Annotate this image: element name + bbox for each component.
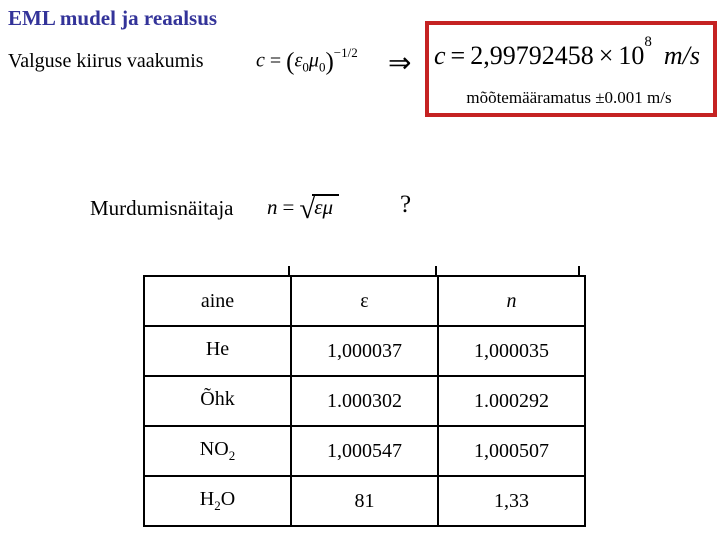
formula-n-symbol: n: [267, 195, 278, 219]
formula-c-vacuum: c = (ε0μ0)−1/2: [256, 45, 358, 77]
cell-n: 1.000292: [437, 375, 586, 427]
substance-name: Õhk: [200, 388, 235, 410]
speed-value: 2,99792458: [470, 41, 594, 70]
table-row: Õhk 1.000302 1.000292: [143, 375, 586, 427]
exponent-minus-half: −1/2: [333, 45, 358, 60]
epsilon-zero-symbol: ε: [294, 49, 303, 72]
times-sign: ×: [598, 41, 614, 70]
radicand-epsilon-mu: εμ: [312, 194, 340, 218]
formula-c-symbol: c: [256, 49, 265, 72]
uncertainty-note: mõõtemääramatus ±0.001 m/s: [466, 88, 672, 107]
table-border-tick: [288, 266, 290, 275]
cell-n: 1,000507: [437, 425, 586, 477]
cell-epsilon: 81: [290, 475, 439, 527]
equals-sign: =: [450, 41, 466, 70]
cell-epsilon: 1,000547: [290, 425, 439, 477]
refraction-index-label: Murdumisnäitaja: [90, 196, 234, 220]
cell-epsilon: 1,000037: [290, 325, 439, 377]
cell-substance: NO2: [143, 425, 292, 477]
cell-n: 1,000035: [437, 325, 586, 377]
cell-substance: Õhk: [143, 375, 292, 427]
formula-refractive-index: n = √εμ: [267, 194, 340, 224]
table-border-tick: [578, 266, 580, 275]
cell-substance: He: [143, 325, 292, 377]
radical-sign: √: [299, 193, 316, 225]
header-aine: aine: [143, 275, 292, 327]
speed-of-light-formula: c = 2,99792458 × 108 m/s: [434, 34, 701, 71]
cell-n: 1,33: [437, 475, 586, 527]
speed-of-light-label: Valguse kiirus vaakumis: [8, 50, 204, 72]
mu-zero-subscript: 0: [318, 59, 326, 75]
slide-title: EML mudel ja reaalsus: [8, 6, 218, 30]
header-epsilon: ε: [290, 275, 439, 327]
table-row: H2O 81 1,33: [143, 475, 586, 527]
implies-arrow-icon: ⇒: [388, 48, 412, 79]
cell-epsilon: 1.000302: [290, 375, 439, 427]
substance-name: He: [205, 338, 230, 360]
substance-name: H: [199, 488, 215, 510]
substance-name: NO: [199, 438, 229, 460]
epsilon-zero-subscript: 0: [302, 59, 309, 75]
substance-name-suffix: O: [220, 488, 236, 510]
equals-sign: =: [282, 195, 295, 219]
question-mark: ?: [400, 191, 412, 218]
table-row: NO2 1,000547 1,000507: [143, 425, 586, 477]
mu-zero-symbol: μ: [308, 49, 319, 72]
cell-substance: H2O: [143, 475, 292, 527]
substance-subscript: 2: [228, 448, 236, 463]
substance-table: aine ε n He 1,000037 1,000035 Õhk 1.0003…: [143, 275, 586, 527]
open-paren: (: [286, 48, 295, 76]
substance-table-container: aine ε n He 1,000037 1,000035 Õhk 1.0003…: [143, 266, 586, 527]
formula-c-symbol: c: [434, 41, 446, 70]
header-n: n: [437, 275, 586, 327]
unit-m-per-s: m/s: [663, 41, 701, 70]
table-header-row: aine ε n: [143, 275, 586, 327]
power-base: 10: [618, 41, 645, 70]
close-paren: ): [325, 48, 334, 76]
highlight-box: c = 2,99792458 × 108 m/s mõõtemääramatus ±0.0…: [425, 21, 717, 117]
equals-sign: =: [269, 49, 282, 72]
substance-subscript: 2: [214, 498, 221, 513]
table-border-tick: [435, 266, 437, 275]
table-row: He 1,000037 1,000035: [143, 325, 586, 377]
power-exponent: 8: [644, 34, 652, 51]
